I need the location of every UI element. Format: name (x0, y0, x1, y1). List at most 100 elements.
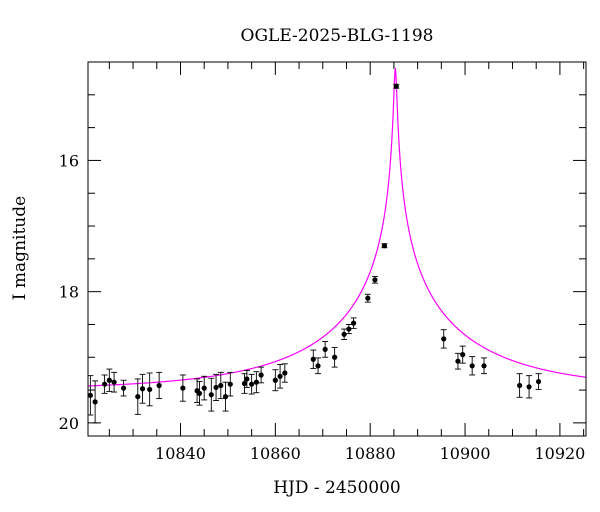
data-marker (244, 376, 250, 382)
data-marker (120, 385, 127, 391)
data-marker (282, 370, 288, 376)
data-point (208, 377, 215, 412)
data-marker (213, 384, 219, 391)
model-curve-layer (88, 67, 586, 387)
data-marker (106, 377, 112, 383)
data-point (139, 373, 146, 404)
data-marker (272, 377, 278, 383)
data-point (331, 346, 338, 368)
data-marker (469, 363, 475, 369)
x-tick-label: 10900 (440, 444, 491, 463)
y-axis-label: I magnitude (10, 196, 30, 300)
data-point (134, 378, 141, 415)
data-marker (332, 354, 338, 360)
data-point (222, 381, 229, 412)
data-marker (315, 363, 321, 369)
data-point (516, 373, 523, 398)
data-point (341, 328, 348, 340)
data-point (120, 379, 127, 397)
data-marker (535, 378, 542, 385)
model-curve (88, 67, 586, 387)
data-point (310, 349, 317, 369)
data-marker (526, 384, 532, 390)
data-point (179, 374, 186, 402)
data-marker (218, 382, 224, 389)
data-marker (481, 363, 487, 369)
data-marker (147, 386, 153, 393)
data-marker (102, 381, 108, 387)
data-marker (310, 356, 316, 362)
data-marker (222, 394, 229, 400)
y-tick-label: 20 (59, 414, 79, 433)
data-marker (241, 380, 248, 387)
data-marker (88, 392, 93, 398)
data-point (258, 366, 265, 384)
data-marker (253, 379, 259, 385)
data-marker (351, 320, 357, 326)
axis-ticks (88, 61, 586, 436)
data-point (526, 375, 533, 399)
data-point (481, 357, 488, 375)
chart-title: OGLE-2025-BLG-1198 (241, 26, 434, 46)
data-point (213, 373, 220, 402)
plot-frame (87, 61, 587, 437)
data-point (281, 363, 288, 383)
y-tick-label: 18 (59, 283, 79, 302)
data-point (345, 324, 352, 335)
data-marker (341, 331, 347, 337)
data-point (315, 357, 322, 375)
x-tick-label: 10840 (155, 444, 206, 463)
data-point (111, 371, 118, 393)
data-point (454, 352, 461, 370)
y-tick-label: 16 (59, 151, 79, 170)
data-marker (441, 336, 447, 342)
data-point (241, 373, 248, 394)
data-point (459, 345, 466, 364)
data-point (196, 381, 203, 406)
x-axis-label: HJD - 2450000 (273, 478, 401, 498)
data-marker (111, 379, 117, 385)
data-marker (249, 381, 255, 387)
data-marker (227, 381, 233, 387)
data-marker (135, 394, 141, 400)
data-marker (365, 295, 371, 301)
data-marker (460, 352, 466, 358)
data-marker (455, 358, 461, 364)
data-point (393, 83, 400, 89)
data-point (381, 243, 388, 249)
data-point (440, 329, 447, 349)
data-marker (92, 399, 98, 405)
data-point (146, 372, 153, 407)
data-marker (372, 277, 378, 283)
data-marker (156, 382, 162, 389)
x-tick-label: 10880 (345, 444, 396, 463)
data-marker (381, 243, 388, 249)
data-marker (208, 392, 214, 398)
data-point (156, 371, 163, 400)
data-point (322, 341, 329, 358)
x-tick-label: 10860 (250, 444, 301, 463)
data-marker (201, 385, 207, 391)
data-marker (139, 386, 146, 392)
data-point (101, 374, 108, 394)
data-point (217, 371, 224, 400)
data-point (350, 317, 357, 329)
tick-labels: 10840 10860 10880 10900 10920 16 18 20 (59, 151, 586, 463)
data-point (272, 369, 279, 392)
data-point (469, 356, 476, 376)
data-point (535, 373, 542, 390)
data-point (371, 276, 378, 284)
data-point (243, 369, 250, 388)
data-marker (322, 346, 328, 352)
data-point (253, 371, 260, 394)
data-marker (277, 373, 283, 379)
data-points (88, 83, 542, 424)
data-marker (517, 382, 523, 389)
data-marker (258, 372, 264, 378)
data-point (201, 375, 208, 401)
data-marker (180, 385, 186, 391)
data-point (106, 368, 113, 392)
data-point (92, 380, 99, 424)
data-marker (196, 390, 203, 396)
